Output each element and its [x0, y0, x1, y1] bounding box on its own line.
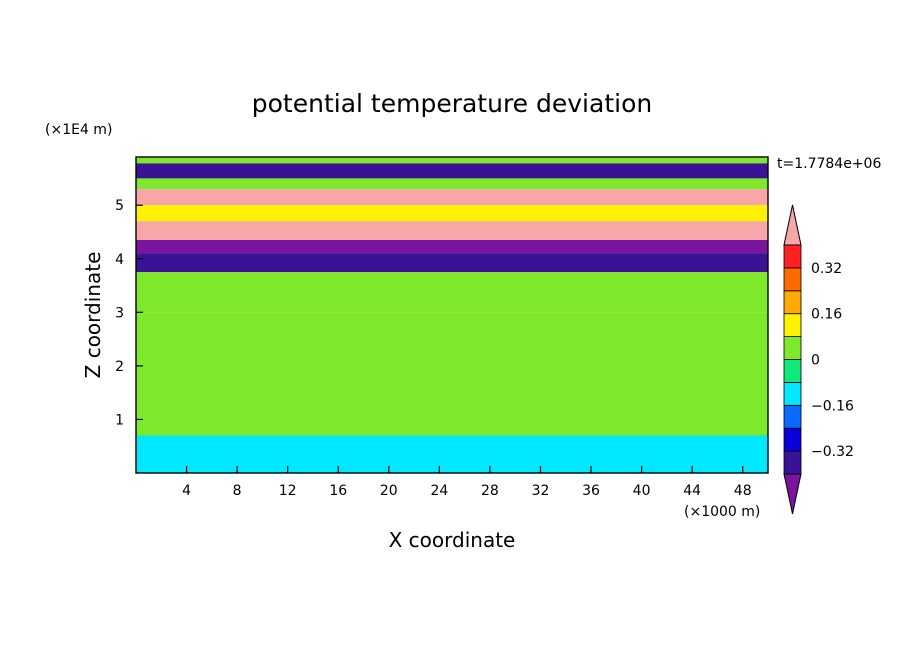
field-band-10 — [136, 435, 768, 473]
colorbar-segment-8 — [783, 267, 802, 292]
time-label: t=1.7784e+06 — [777, 156, 881, 172]
colorbar-segment-9 — [783, 244, 802, 269]
colorbar: 0.32 0.16 0 −0.16 −0.32 — [783, 204, 854, 515]
field-band-0 — [136, 157, 768, 164]
colorbar-over-triangle — [783, 204, 802, 246]
field-band-7 — [136, 253, 768, 273]
y-unit-label: (×1E4 m) — [45, 122, 112, 138]
field-band-6 — [136, 240, 768, 254]
y-tick-label-3: 3 — [115, 305, 124, 321]
x-tick-label-12: 12 — [279, 483, 297, 499]
x-tick-label-40: 40 — [633, 483, 651, 499]
x-tick-label-28: 28 — [481, 483, 499, 499]
colorbar-segment-1 — [783, 427, 802, 452]
x-unit-label: (×1000 m) — [684, 504, 760, 520]
colorbar-label-2: 0 — [811, 353, 820, 369]
y-axis-label: Z coordinate — [81, 252, 105, 379]
colorbar-label-4: −0.32 — [811, 444, 854, 460]
colorbar-segment-2 — [783, 404, 802, 429]
field-band-9 — [136, 312, 768, 436]
x-tick-label-48: 48 — [734, 483, 752, 499]
contour-field — [136, 157, 768, 473]
field-band-1 — [136, 163, 768, 179]
x-axis-label: X coordinate — [389, 528, 516, 552]
colorbar-label-3: −0.16 — [811, 398, 854, 414]
field-band-3 — [136, 189, 768, 206]
field-band-8 — [136, 272, 768, 313]
y-tick-label-2: 2 — [115, 359, 124, 375]
field-band-4 — [136, 205, 768, 222]
x-tick-label-8: 8 — [233, 483, 242, 499]
colorbar-segment-3 — [783, 381, 802, 406]
x-tick-label-4: 4 — [182, 483, 191, 499]
y-tick-label-1: 1 — [115, 412, 124, 428]
x-axis-ticks: 4 8 12 16 20 24 28 32 36 40 44 48 — [182, 466, 752, 499]
x-tick-label-36: 36 — [582, 483, 600, 499]
chart-title: potential temperature deviation — [252, 89, 652, 118]
x-tick-label-16: 16 — [329, 483, 347, 499]
colorbar-segment-5 — [783, 336, 802, 360]
x-tick-label-20: 20 — [380, 483, 398, 499]
y-tick-label-5: 5 — [115, 198, 124, 214]
field-band-5 — [136, 221, 768, 241]
colorbar-segment-0 — [783, 450, 802, 475]
colorbar-label-1: 0.16 — [811, 307, 842, 323]
colorbar-segment-4 — [783, 359, 802, 383]
x-tick-label-44: 44 — [683, 483, 701, 499]
y-axis-ticks: 1 2 3 4 5 — [115, 198, 143, 428]
x-tick-label-24: 24 — [430, 483, 448, 499]
y-tick-label-4: 4 — [115, 252, 124, 268]
colorbar-under-triangle — [783, 473, 802, 515]
plot-frame — [135, 156, 769, 474]
colorbar-segment-7 — [783, 290, 802, 315]
field-band-2 — [136, 178, 768, 190]
colorbar-label-0: 0.32 — [811, 261, 842, 277]
colorbar-segment-6 — [783, 313, 802, 338]
x-tick-label-32: 32 — [532, 483, 550, 499]
